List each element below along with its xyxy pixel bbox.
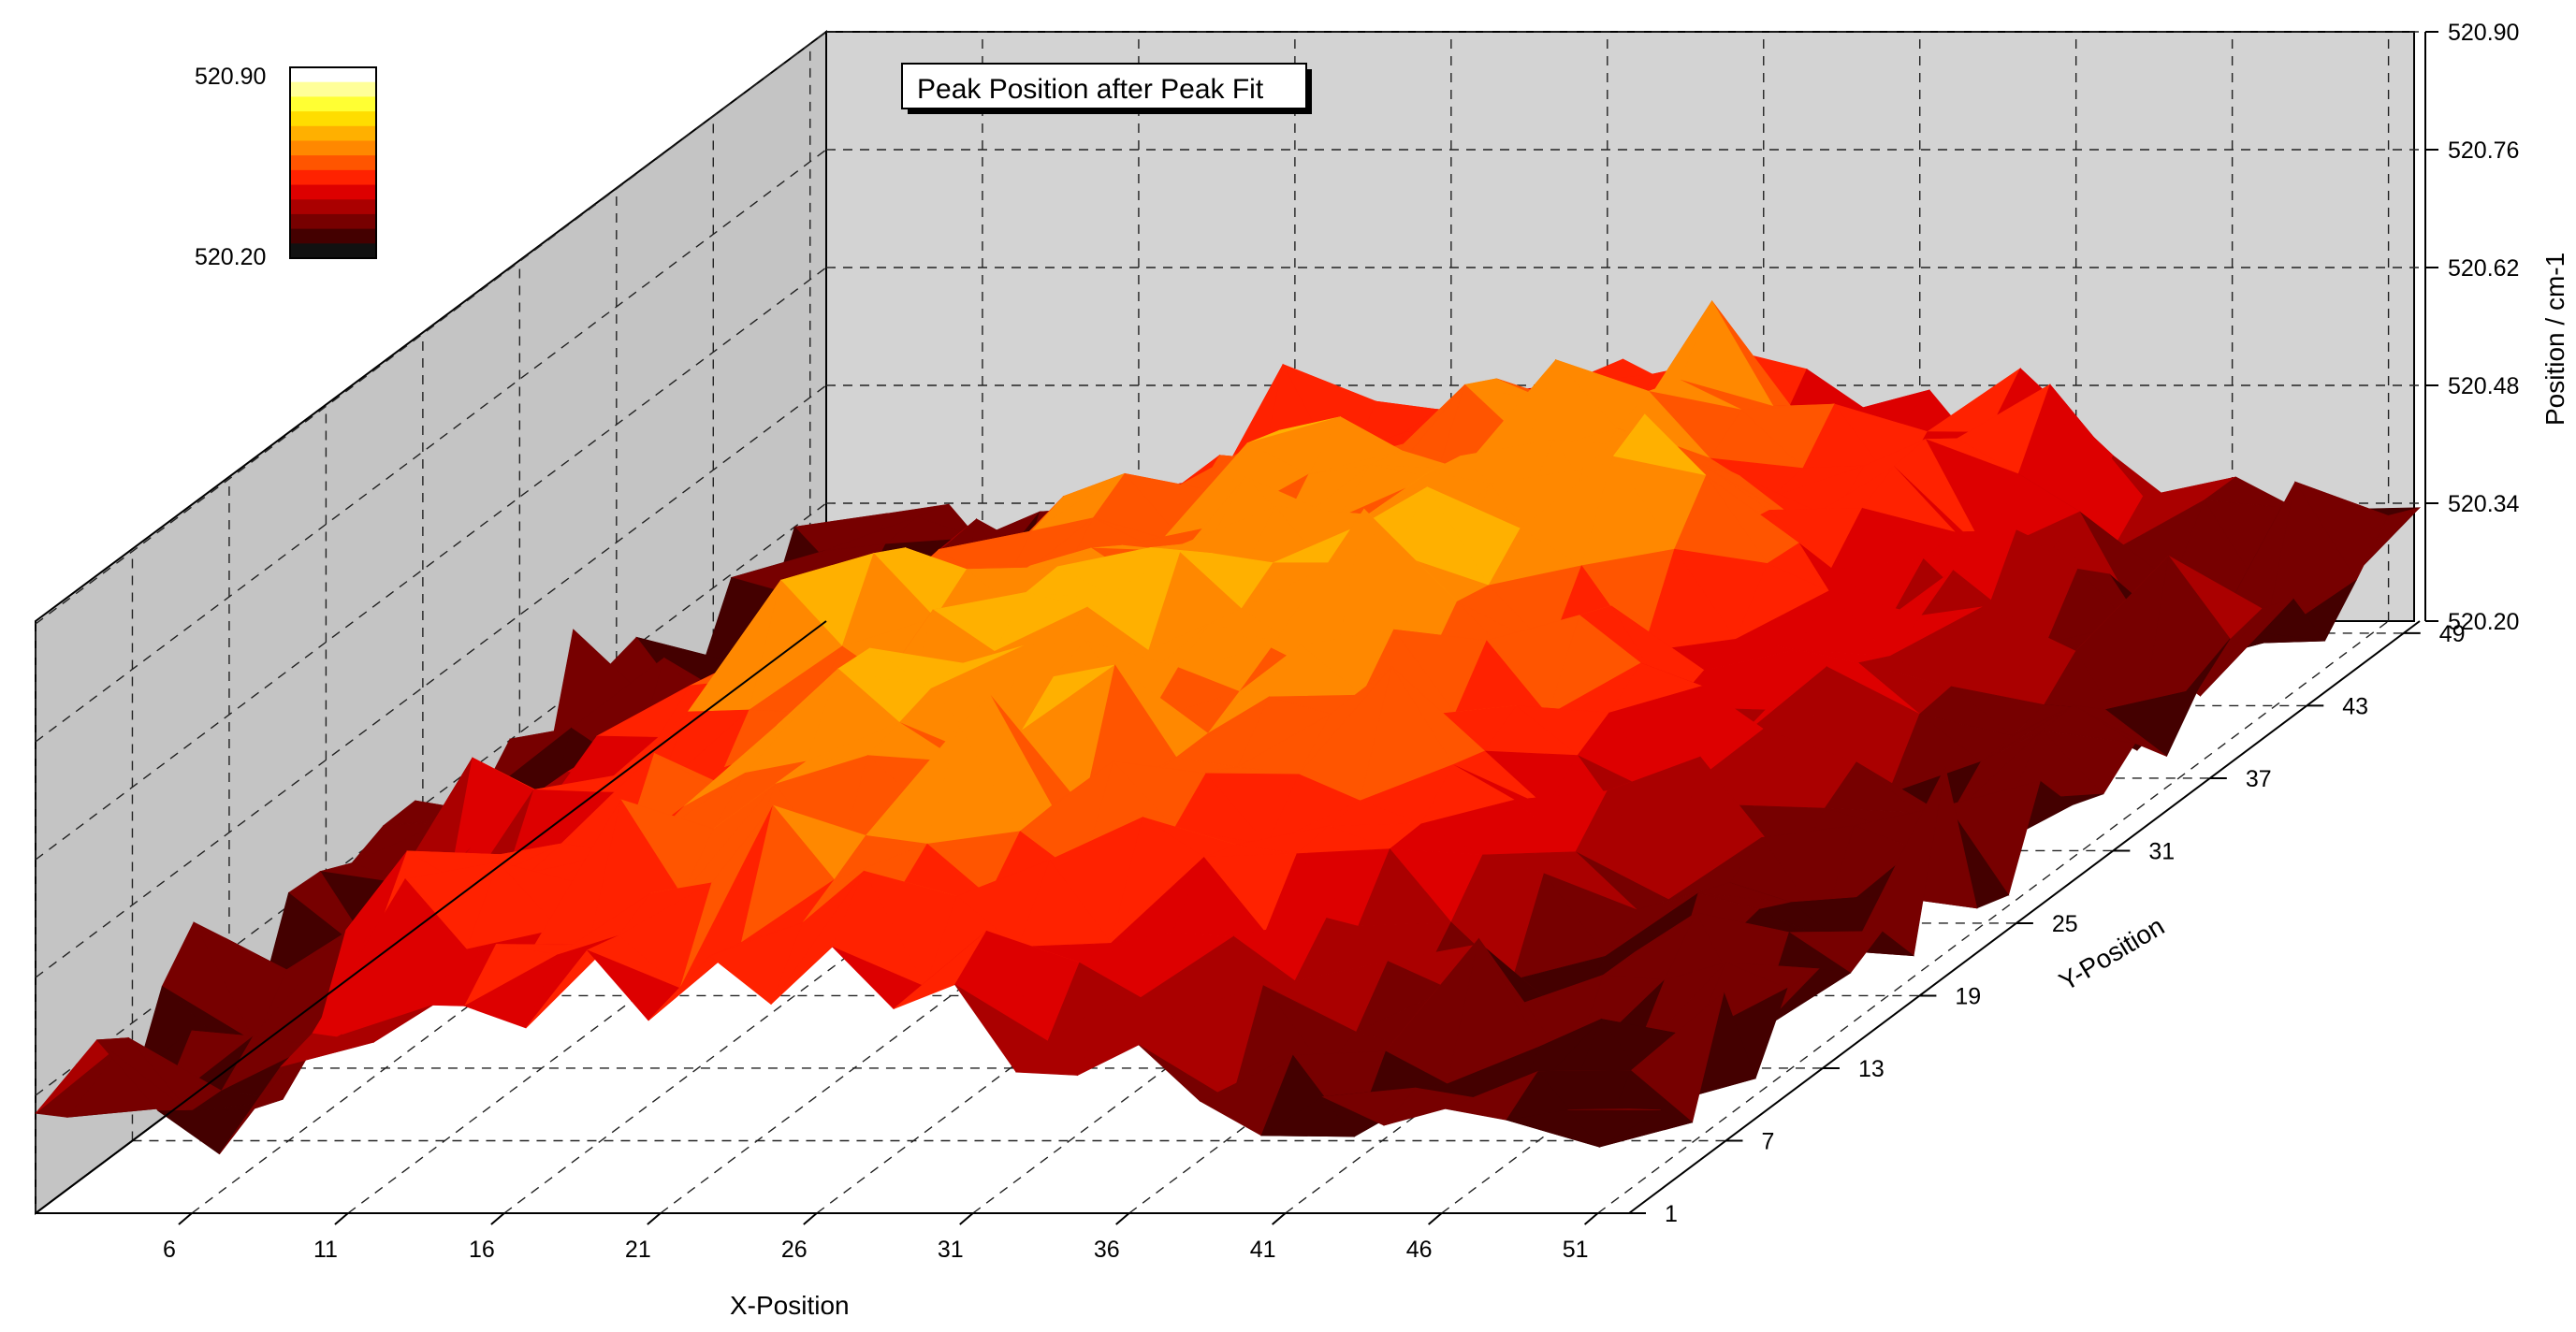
x-tick-21 [647, 1212, 662, 1225]
colorbar-swatch [290, 213, 376, 230]
x-tick-label: 41 [1250, 1237, 1276, 1263]
y-tick-label: 1 [1665, 1201, 1678, 1227]
colorbar-swatch [290, 243, 376, 259]
x-tick-label: 6 [163, 1237, 176, 1263]
x-tick-label: 16 [469, 1237, 495, 1263]
y-tick-label: 19 [1955, 983, 1981, 1009]
x-tick-label: 51 [1563, 1237, 1589, 1263]
x-tick-46 [1427, 1212, 1443, 1225]
x-tick-label: 46 [1406, 1237, 1433, 1263]
x-tick-41 [1272, 1212, 1287, 1225]
colorbar-swatch [290, 111, 376, 127]
y-tick-label: 25 [2052, 911, 2078, 937]
x-tick-label: 11 [313, 1237, 338, 1263]
sidewall-grid-z-520.76 [35, 149, 827, 743]
x-axis-title: X-Position [730, 1291, 850, 1320]
colorbar-min-label: 520.20 [195, 244, 266, 270]
z-tick-label: 520.34 [2448, 491, 2520, 517]
z-tick-label: 520.76 [2448, 138, 2519, 164]
y-tick-label: 43 [2342, 693, 2368, 719]
z-tick-label: 520.62 [2448, 255, 2519, 282]
z-tick-label: 520.20 [2448, 609, 2519, 635]
colorbar-swatch [290, 140, 376, 156]
x-tick-16 [490, 1212, 505, 1225]
colorbar-frame [289, 66, 377, 259]
colorbar-swatch [290, 96, 376, 112]
x-tick-label: 31 [938, 1237, 964, 1263]
y-tick-label: 49 [2439, 621, 2466, 647]
x-tick-51 [1583, 1212, 1599, 1225]
colorbar-max-label: 520.90 [195, 64, 266, 90]
sidewall-grid-z-520.62 [35, 267, 827, 861]
colorbar-swatch [290, 228, 376, 244]
x-tick-11 [334, 1212, 349, 1225]
y-tick-label: 31 [2148, 838, 2175, 864]
colorbar-swatch [290, 67, 376, 83]
colorbar-swatch [290, 169, 376, 186]
colorbar-swatch [290, 155, 376, 171]
sidewall-grid-z-520.48 [35, 384, 827, 978]
y-tick-label: 7 [1761, 1128, 1774, 1154]
title-box: Peak Position after Peak Fit [901, 63, 1312, 114]
y-tick-label: 37 [2246, 766, 2272, 792]
z-tick-label: 520.90 [2448, 20, 2519, 46]
z-tick-label: 520.48 [2448, 373, 2519, 399]
floor-edge-1 [1628, 620, 2421, 1214]
surface-facet [157, 1109, 252, 1155]
chart-title: Peak Position after Peak Fit [917, 74, 1264, 105]
floor-edge-2 [35, 620, 827, 1214]
surface-mesh [35, 299, 2421, 1155]
axes: 6 11 16 21 26 31 36 41 46 511713192531374349520.2… [35, 20, 2520, 1263]
x-tick-31 [959, 1212, 974, 1225]
floor-grid-x-51 [1597, 620, 2390, 1214]
x-tick-26 [803, 1212, 818, 1225]
sidewall-grid-z-520.34 [35, 502, 827, 1096]
colorbar-swatch [290, 199, 376, 215]
sidewall-grid-z-520.90 [35, 31, 827, 625]
z-axis-title: Position / cm-1 [2540, 253, 2569, 426]
colorbar-swatch [290, 125, 376, 141]
x-tick-6 [178, 1212, 193, 1225]
x-tick-label: 26 [781, 1237, 808, 1263]
surface-facet [1567, 1108, 1661, 1111]
x-tick-36 [1115, 1212, 1130, 1225]
colorbar-swatch [290, 184, 376, 200]
x-tick-label: 21 [625, 1237, 651, 1263]
colorbar-swatch [290, 81, 376, 97]
y-tick-label: 13 [1858, 1056, 1885, 1082]
color-scale [289, 66, 377, 259]
x-tick-label: 36 [1094, 1237, 1120, 1263]
